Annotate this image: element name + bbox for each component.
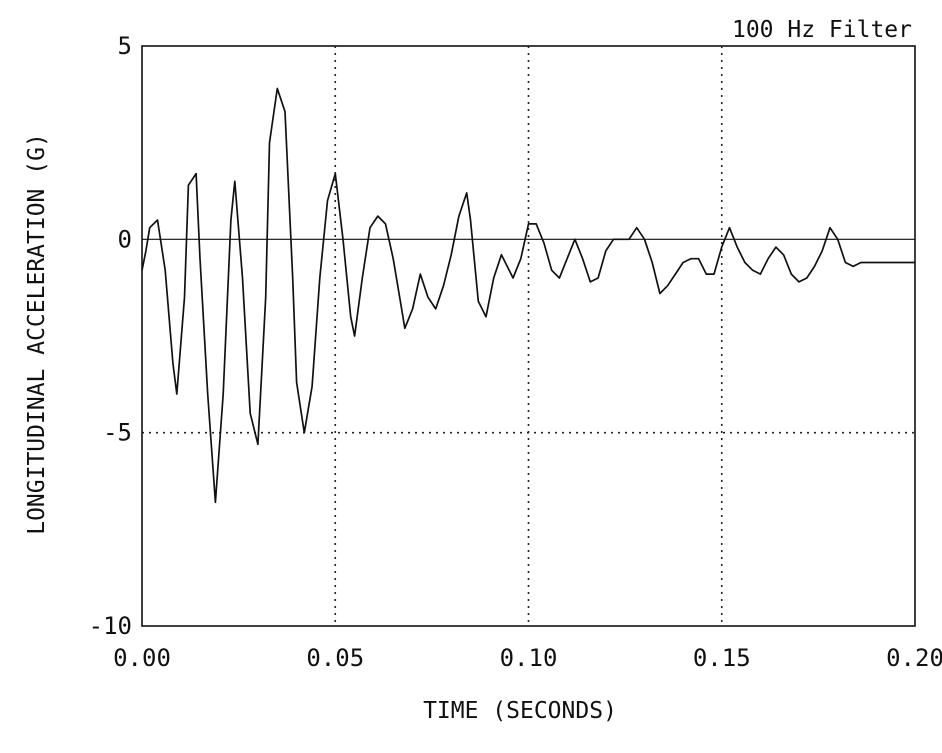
x-tick-label-2: 0.10 bbox=[500, 644, 558, 672]
x-tick-label-1: 0.05 bbox=[306, 644, 364, 672]
plot-frame bbox=[141, 45, 916, 627]
x-axis-title: TIME (SECONDS) bbox=[423, 698, 617, 724]
x-tick-label-3: 0.15 bbox=[693, 644, 751, 672]
y-tick-labels: 5 0 -5 -10 bbox=[89, 32, 132, 640]
grid-lines bbox=[142, 46, 915, 626]
y-tick-label-1: 0 bbox=[118, 225, 132, 253]
series-line-0 bbox=[141, 87, 915, 504]
plot-border bbox=[141, 45, 916, 627]
y-axis-title: LONGITUDINAL ACCELERATION (G) bbox=[24, 133, 50, 535]
x-tick-labels: 0.00 0.05 0.10 0.15 0.20 bbox=[113, 644, 942, 672]
series-layer bbox=[141, 87, 915, 504]
chart-title: 100 Hz Filter bbox=[732, 17, 912, 43]
y-tick-label-3: -10 bbox=[89, 612, 132, 640]
x-tick-label-0: 0.00 bbox=[113, 644, 171, 672]
y-tick-label-0: 5 bbox=[118, 32, 132, 60]
y-tick-label-2: -5 bbox=[103, 419, 132, 447]
x-tick-label-4: 0.20 bbox=[886, 644, 942, 672]
